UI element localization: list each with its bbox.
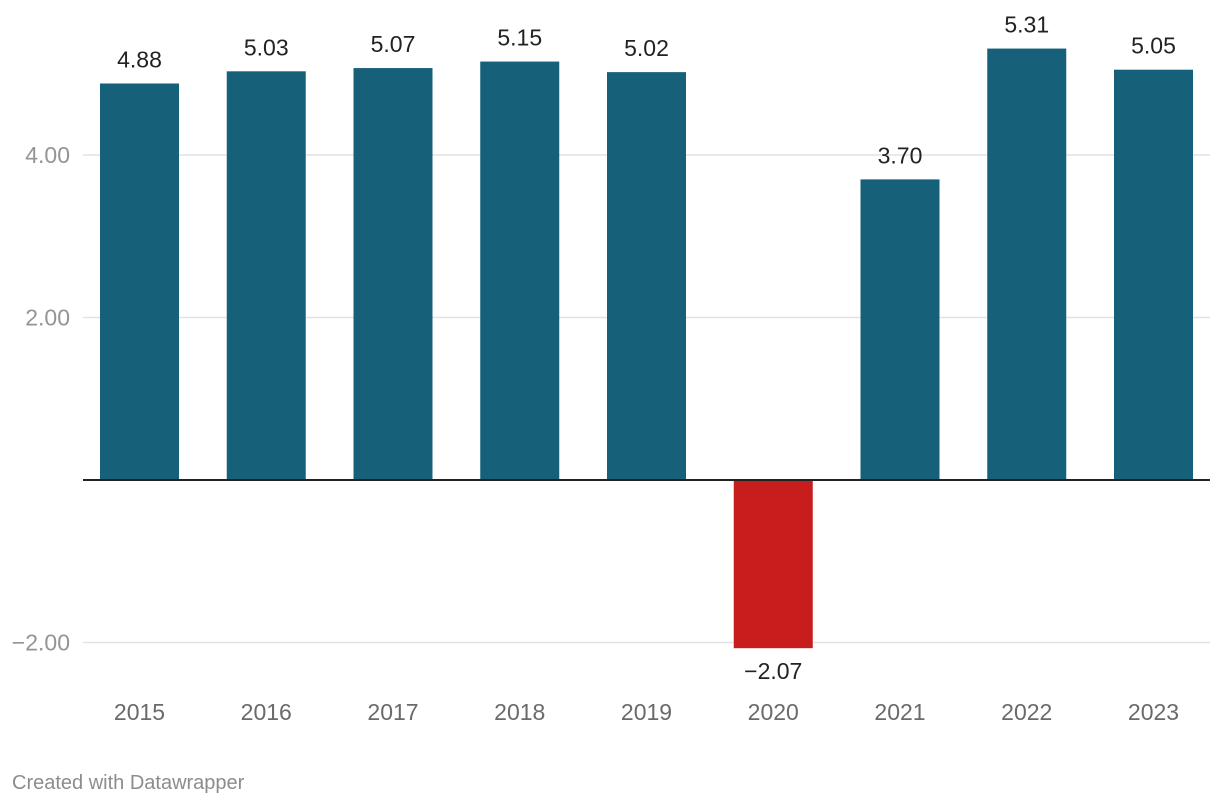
x-tick-label: 2018 bbox=[494, 699, 545, 725]
x-tick-label: 2015 bbox=[114, 699, 165, 725]
bar-2020 bbox=[733, 480, 813, 649]
x-tick-label: 2021 bbox=[874, 699, 925, 725]
value-label: 3.70 bbox=[878, 142, 923, 168]
bar-2017 bbox=[353, 68, 433, 480]
bar-2018 bbox=[480, 61, 560, 480]
footer-credit: Created with Datawrapper bbox=[12, 772, 245, 794]
x-tick-label: 2017 bbox=[367, 699, 418, 725]
value-label: 5.05 bbox=[1131, 33, 1176, 59]
y-tick-label: −2.00 bbox=[12, 630, 70, 656]
x-tick-label: 2016 bbox=[241, 699, 292, 725]
bar-2021 bbox=[860, 179, 940, 480]
y-tick-label: 2.00 bbox=[25, 305, 70, 331]
value-label: 5.02 bbox=[624, 35, 669, 61]
bar-2015 bbox=[100, 83, 179, 480]
x-tick-label: 2019 bbox=[621, 699, 672, 725]
bar-chart: −2.00 2.00 4.00 4.88 2015 5.03 2016 5.07 2017 5.1… bbox=[12, 12, 1210, 725]
x-tick-label: 2020 bbox=[748, 699, 799, 725]
value-label: 5.31 bbox=[1004, 12, 1049, 38]
value-label: 5.07 bbox=[371, 31, 416, 57]
value-label: 5.15 bbox=[497, 25, 542, 51]
value-label: 4.88 bbox=[117, 47, 162, 73]
value-label: −2.07 bbox=[744, 658, 802, 684]
bar-2016 bbox=[226, 71, 306, 480]
value-label: 5.03 bbox=[244, 34, 289, 60]
bar-2023 bbox=[1114, 69, 1193, 480]
x-tick-label: 2023 bbox=[1128, 699, 1179, 725]
bar-2019 bbox=[607, 72, 686, 480]
x-tick-label: 2022 bbox=[1001, 699, 1052, 725]
bar-2022 bbox=[987, 48, 1067, 480]
y-tick-label: 4.00 bbox=[25, 142, 70, 168]
